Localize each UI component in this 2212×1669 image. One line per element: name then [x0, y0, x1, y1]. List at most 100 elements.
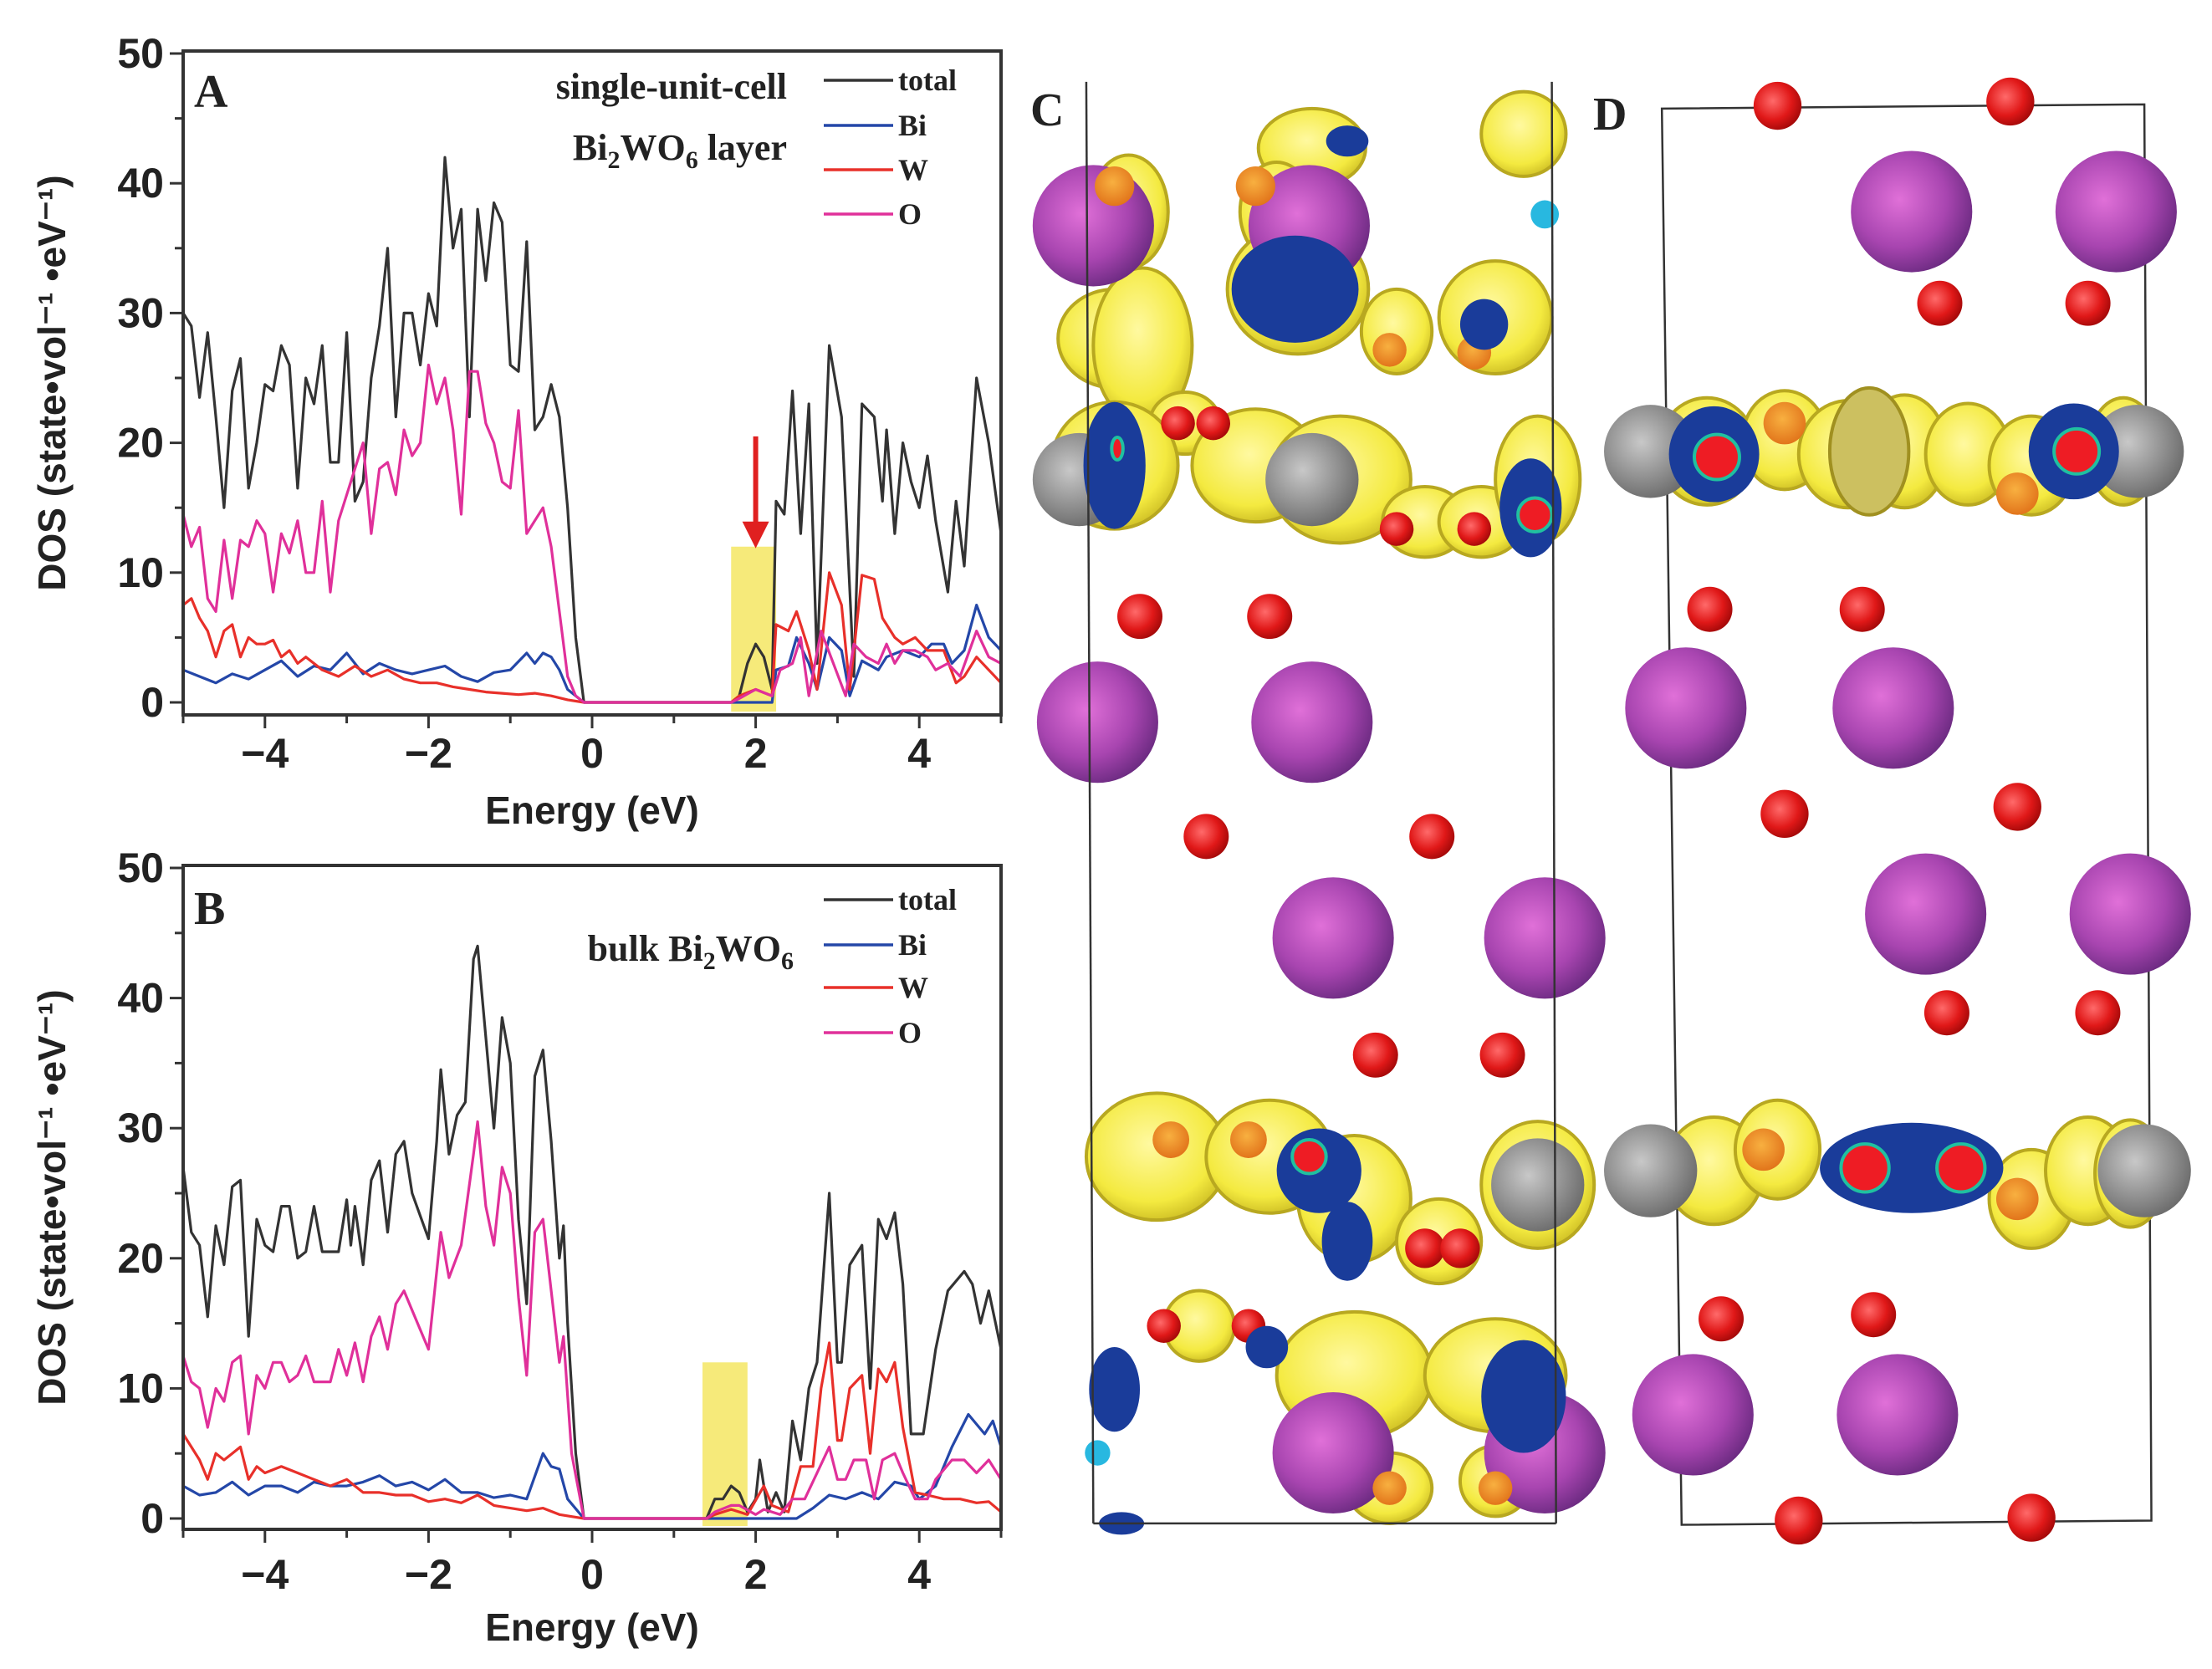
- oxygen-atom: [2075, 990, 2121, 1036]
- bi-atom: [1832, 647, 1954, 769]
- red-arrow-head: [742, 521, 769, 549]
- unit-cell-edge: [1085, 81, 1095, 1524]
- x-tick-label: −2: [405, 730, 452, 777]
- oxygen-atom: [1147, 1309, 1181, 1343]
- bi-atom: [1272, 1391, 1394, 1514]
- oxygen-atom: [1352, 1032, 1398, 1078]
- legend-label-bi: Bi: [898, 109, 927, 142]
- y-tick-label: 10: [117, 549, 164, 596]
- legend-label-w: W: [898, 153, 928, 186]
- oxygen-atom: [1247, 594, 1293, 640]
- legend-label-o: O: [898, 197, 922, 231]
- y-axis-title: DOS (state•vol⁻¹ •eV⁻¹): [30, 175, 74, 590]
- band-gap-highlight: [702, 1362, 748, 1526]
- series-line-bi: [182, 604, 1003, 704]
- oxygen-atom: [1687, 586, 1733, 632]
- oxygen-atom: [1183, 814, 1229, 860]
- series-line-o: [181, 1120, 1003, 1520]
- bi-atom: [1036, 661, 1158, 783]
- y-tick-label: 0: [140, 679, 164, 726]
- panel-label: A: [194, 66, 228, 118]
- tungsten-atom: [1265, 432, 1359, 527]
- bi-atom: [1484, 877, 1606, 999]
- legend-label-o: O: [898, 1016, 922, 1049]
- annotation-subscript: 2: [607, 146, 620, 174]
- annotation-text: Bi: [573, 127, 608, 168]
- legend-label-bi: Bi: [898, 928, 927, 962]
- oxygen-atom-shaded: [1152, 1121, 1190, 1158]
- panel-annotation: bulk Bi2WO6: [588, 928, 794, 975]
- charge-density-blob: [1321, 1202, 1373, 1281]
- charge-density-blob: [1231, 235, 1359, 343]
- oxygen-atom: [1196, 406, 1230, 441]
- oxygen-atom-shaded: [1478, 1471, 1513, 1505]
- oxygen-atom: [1479, 1032, 1525, 1078]
- x-tick-label: 4: [907, 1551, 931, 1598]
- y-tick-label: 40: [117, 160, 164, 207]
- oxygen-atom: [1161, 406, 1195, 441]
- oxygen-atom: [1839, 586, 1885, 632]
- series-line-total: [181, 156, 1003, 704]
- y-tick-label: 50: [117, 30, 164, 77]
- oxygen-atom: [1851, 1292, 1897, 1338]
- series-line-w: [182, 571, 1003, 704]
- bi-atom: [1251, 661, 1373, 783]
- panel-label: B: [194, 883, 225, 935]
- bi-atom: [1272, 877, 1394, 999]
- oxygen-atom: [1379, 512, 1414, 546]
- annotation-subscript: 6: [686, 146, 698, 174]
- panel-label-d: D: [1593, 89, 1627, 140]
- x-tick-label: 0: [580, 1551, 604, 1598]
- oxygen-atom: [1440, 1228, 1480, 1268]
- oxygen-atom: [2007, 1493, 2056, 1542]
- x-axis-title: Energy (eV): [485, 789, 699, 832]
- charge-density-core: [1110, 435, 1125, 462]
- charge-density-core: [1516, 496, 1554, 533]
- y-tick-label: 20: [117, 1235, 164, 1282]
- legend-label-w: W: [898, 971, 928, 1004]
- panel-annotation: single-unit-cell Bi2WO6 layer: [556, 66, 787, 174]
- annotation-subscript: 2: [703, 947, 716, 975]
- unit-cell-edge: [1550, 81, 1557, 1524]
- tungsten-atom: [2097, 1124, 2191, 1217]
- oxygen-atom: [2065, 280, 2111, 326]
- charge-density-blob: [1326, 125, 1369, 157]
- charge-density-core: [1935, 1142, 1987, 1194]
- y-tick-label: 50: [117, 845, 164, 891]
- tungsten-atom: [1491, 1138, 1585, 1232]
- bi-atom: [1032, 165, 1154, 287]
- y-tick-label: 30: [117, 289, 164, 336]
- y-tick-label: 40: [117, 975, 164, 1022]
- charge-density-blob: [1089, 1346, 1141, 1432]
- unit-cell-frame: [1660, 103, 2153, 1526]
- x-tick-label: 4: [907, 730, 931, 777]
- ion-atom: [1085, 1440, 1111, 1466]
- charge-density-structure-c: C: [1030, 81, 1606, 1535]
- annotation-text: layer: [698, 127, 787, 168]
- isosurface-lobe: [1827, 385, 1911, 517]
- oxygen-atom: [1753, 81, 1802, 130]
- annotation-text: WO: [620, 127, 685, 168]
- legend-label-total: total: [898, 883, 957, 916]
- bi-atom: [1625, 647, 1747, 769]
- charge-density-core: [2052, 426, 2102, 476]
- x-tick-label: −2: [405, 1551, 452, 1598]
- oxygen-atom: [1986, 77, 2035, 126]
- oxygen-atom: [1117, 594, 1163, 640]
- oxygen-atom-shaded: [1742, 1128, 1785, 1171]
- oxygen-atom: [1993, 783, 2041, 831]
- charge-density-core: [1692, 432, 1741, 482]
- ion-atom: [1530, 200, 1560, 229]
- charge-density-core: [1839, 1142, 1891, 1194]
- annotation-line-1: single-unit-cell: [556, 66, 787, 107]
- oxygen-atom: [1405, 1228, 1445, 1268]
- oxygen-atom: [1775, 1496, 1823, 1545]
- oxygen-atom-shaded: [1763, 401, 1806, 445]
- oxygen-atom: [1457, 512, 1492, 546]
- oxygen-atom: [1917, 280, 1963, 326]
- annotation-text: bulk Bi: [588, 928, 703, 969]
- annotation-text: WO: [716, 928, 781, 969]
- y-tick-label: 20: [117, 420, 164, 467]
- series-line-w: [181, 1341, 1003, 1520]
- bi-atom: [1837, 1354, 1959, 1476]
